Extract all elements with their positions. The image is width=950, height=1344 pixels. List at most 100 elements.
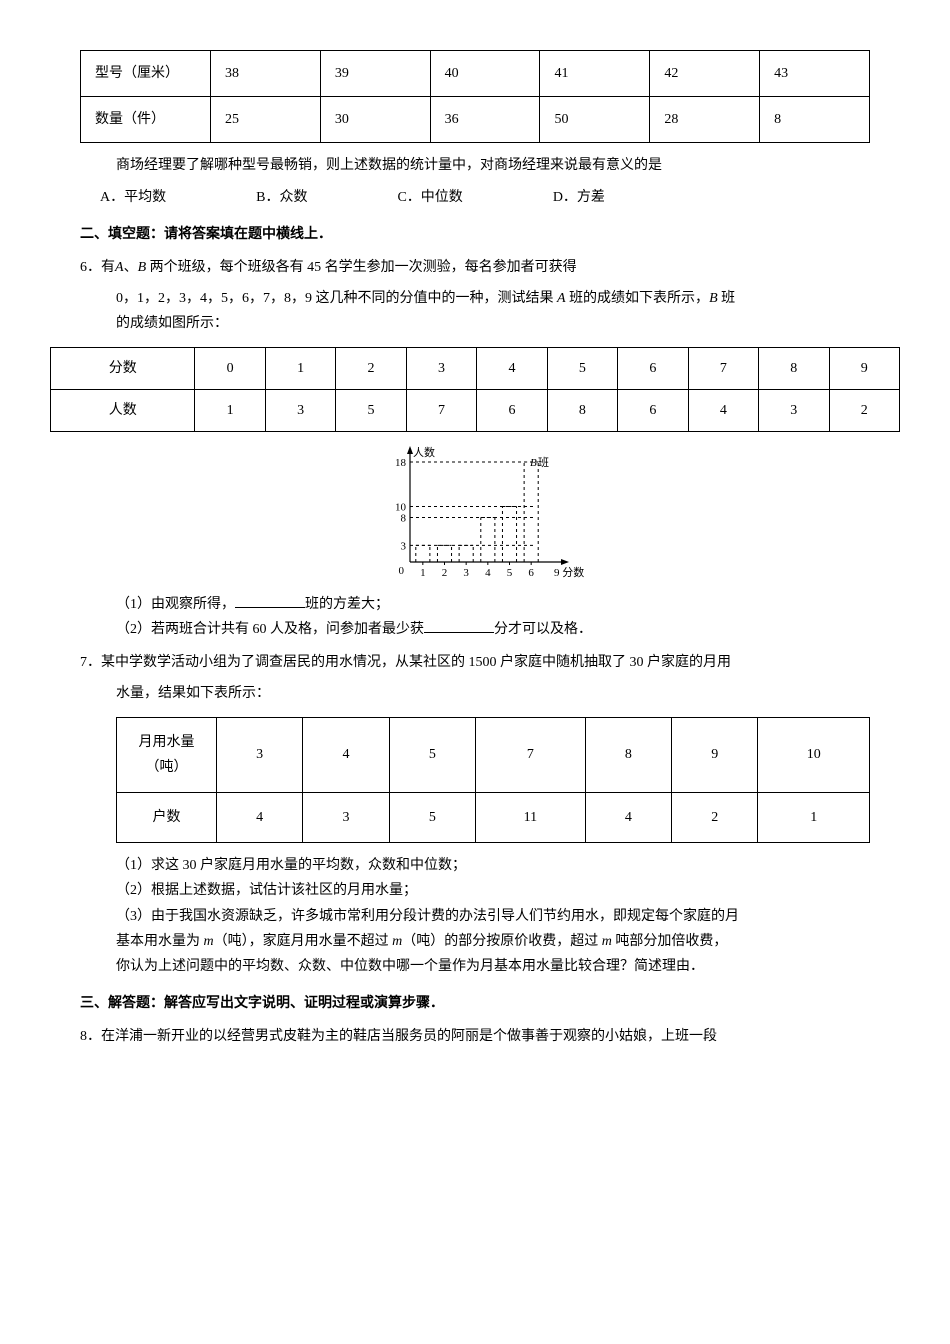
cell: 4: [303, 717, 389, 792]
svg-text:8: 8: [401, 512, 407, 524]
cell: 39: [320, 51, 430, 97]
fill-blank[interactable]: [424, 619, 494, 633]
cell: 0: [195, 347, 265, 389]
cell: 11: [476, 793, 586, 843]
table-row: 型号（厘米） 38 39 40 41 42 43: [81, 51, 870, 97]
cell: 2: [829, 389, 900, 431]
cell: 30: [320, 97, 430, 143]
cell: 3: [217, 717, 303, 792]
svg-text:3: 3: [463, 567, 469, 579]
cell: 36: [430, 97, 540, 143]
cell: 4: [585, 793, 671, 843]
question-7-line1: 7．某中学数学活动小组为了调查居民的用水情况，从某社区的 1500 户家庭中随机…: [80, 650, 870, 675]
score-table: 分数 0 1 2 3 4 5 6 7 8 9 人数 1 3 5 7 6 8 6 …: [50, 347, 900, 432]
var-m: m: [204, 934, 214, 949]
option-b: B．众数: [256, 185, 307, 210]
q6-sub1: （1）由观察所得， 班的方差大；: [80, 592, 870, 617]
q6-sub2: （2）若两班合计共有 60 人及格，问参加者最少获 分才可以及格．: [80, 617, 870, 642]
cell: 9: [672, 717, 758, 792]
cell: 5: [547, 347, 617, 389]
svg-text:3: 3: [401, 540, 407, 552]
cell: 41: [540, 51, 650, 97]
question-8: 8．在洋浦一新开业的以经营男式皮鞋为主的鞋店当服务员的阿丽是个做事善于观察的小姑…: [80, 1024, 870, 1049]
question-6-line3: 的成绩如图所示：: [80, 311, 870, 336]
svg-text:人数: 人数: [413, 446, 435, 459]
text: 、: [124, 260, 138, 275]
table-row: 数量（件） 25 30 36 50 28 8: [81, 97, 870, 143]
q7-sub1: （1）求这 30 户家庭月用水量的平均数，众数和中位数；: [80, 853, 870, 878]
svg-text:0: 0: [399, 565, 405, 577]
text: （吨）的部分按原价收费，超过: [402, 934, 598, 949]
cell: 户数: [117, 793, 217, 843]
q7-sub3-l2: 基本用水量为 m（吨），家庭月用水量不超过 m（吨）的部分按原价收费，超过 m …: [80, 929, 870, 954]
cell: 4: [688, 389, 758, 431]
cell: 6: [477, 389, 547, 431]
bar-chart-wrap: 人数B班38101812345609 分数: [80, 442, 870, 582]
cell: 人数: [51, 389, 195, 431]
table-row: 月用水量 （吨） 3 4 5 7 8 9 10: [117, 717, 870, 792]
svg-text:1: 1: [420, 567, 426, 579]
cell: 8: [547, 389, 617, 431]
text: 班的成绩如下表所示，: [569, 291, 709, 306]
text: （吨），家庭月用水量不超过: [214, 934, 389, 949]
cell: 25: [211, 97, 321, 143]
shoe-size-table: 型号（厘米） 38 39 40 41 42 43 数量（件） 25 30 36 …: [80, 50, 870, 143]
text: （2）若两班合计共有 60 人及格，问参加者最少获: [116, 622, 424, 637]
bar-chart: 人数B班38101812345609 分数: [365, 442, 585, 582]
cell: 7: [406, 389, 476, 431]
cell: 1: [195, 389, 265, 431]
cell: 7: [476, 717, 586, 792]
water-table: 月用水量 （吨） 3 4 5 7 8 9 10 户数 4 3 5 11 4 2 …: [116, 717, 870, 844]
option-c: C．中位数: [397, 185, 462, 210]
table-row: 人数 1 3 5 7 6 8 6 4 3 2: [51, 389, 900, 431]
cell: 42: [650, 51, 760, 97]
cell: 10: [758, 717, 870, 792]
cell: 3: [759, 389, 829, 431]
svg-text:9 分数: 9 分数: [554, 566, 584, 579]
svg-text:10: 10: [395, 501, 407, 513]
cell: 6: [618, 389, 688, 431]
question-6-line2: 0，1，2，3，4，5，6，7，8，9 这几种不同的分值中的一种，测试结果 A …: [80, 286, 870, 311]
cell: 2: [672, 793, 758, 843]
var-a: A: [115, 260, 124, 275]
cell: 8: [585, 717, 671, 792]
option-a: A．平均数: [100, 185, 166, 210]
text: （1）由观察所得，: [116, 597, 235, 612]
fill-blank[interactable]: [235, 594, 305, 608]
svg-text:18: 18: [395, 457, 407, 469]
text: 两个班级，每个班级各有 45 名学生参加一次测验，每名参加者可获得: [150, 260, 577, 275]
cell: 7: [688, 347, 758, 389]
cell: 分数: [51, 347, 195, 389]
cell: 4: [477, 347, 547, 389]
cell: 50: [540, 97, 650, 143]
svg-text:6: 6: [528, 567, 534, 579]
var-b: B: [138, 260, 147, 275]
svg-text:2: 2: [442, 567, 448, 579]
mc-options: A．平均数 B．众数 C．中位数 D．方差: [100, 185, 870, 210]
option-d: D．方差: [553, 185, 605, 210]
cell: 5: [336, 389, 406, 431]
cell: 月用水量 （吨）: [117, 717, 217, 792]
section-heading: 二、填空题：请将答案填在题中横线上．: [80, 222, 870, 247]
text: 班: [721, 291, 735, 306]
cell: 38: [211, 51, 321, 97]
cell: 43: [760, 51, 870, 97]
cell: 5: [389, 717, 475, 792]
svg-text:5: 5: [507, 567, 513, 579]
svg-text:4: 4: [485, 567, 491, 579]
svg-text:B: B: [530, 457, 537, 469]
text: 吨部分加倍收费，: [615, 934, 727, 949]
text: 分才可以及格．: [494, 622, 592, 637]
section-heading: 三、解答题：解答应写出文字说明、证明过程或演算步骤．: [80, 991, 870, 1016]
cell: 1: [758, 793, 870, 843]
cell-header: 数量（件）: [81, 97, 211, 143]
var-b: B: [709, 291, 718, 306]
q7-sub3-l3: 你认为上述问题中的平均数、众数、中位数中哪一个量作为月基本用水量比较合理？简述理…: [80, 954, 870, 979]
text: 班的方差大；: [305, 597, 389, 612]
cell: 28: [650, 97, 760, 143]
cell: 40: [430, 51, 540, 97]
cell: 4: [217, 793, 303, 843]
text: 基本用水量为: [116, 934, 200, 949]
cell: 1: [265, 347, 335, 389]
cell: 3: [265, 389, 335, 431]
